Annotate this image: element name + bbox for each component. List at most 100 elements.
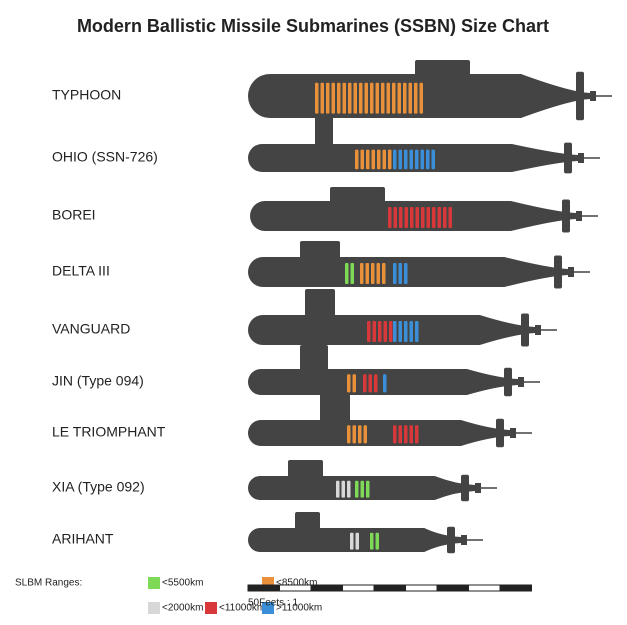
scale-segment: [247, 584, 280, 592]
missile-tube: [403, 82, 407, 114]
scale-segment: [405, 584, 438, 592]
missile-tube: [415, 207, 419, 228]
missile-tube: [409, 149, 413, 170]
sail: [415, 60, 470, 76]
missile-tube: [371, 263, 375, 284]
legend-title: SLBM Ranges:: [15, 578, 82, 589]
missile-tube: [410, 207, 414, 228]
legend-label: >11000km: [276, 603, 322, 614]
missile-tube: [363, 374, 367, 393]
rudder: [447, 526, 455, 554]
missile-tube: [437, 207, 441, 228]
missile-tube: [398, 321, 402, 342]
missile-tube: [388, 207, 392, 228]
missile-tube: [368, 374, 372, 393]
sail: [295, 512, 320, 530]
missile-tube: [404, 207, 408, 228]
submarine-name: VANGUARD: [52, 321, 130, 337]
rudder: [564, 142, 572, 174]
scale-segment: [436, 584, 469, 592]
submarine-name: LE TRIOMPHANT: [52, 424, 166, 440]
missile-tube: [393, 425, 397, 444]
missile-tube: [419, 82, 423, 114]
hull: [248, 420, 510, 446]
rudder: [562, 199, 570, 233]
sail: [330, 187, 385, 203]
submarine-name: DELTA III: [52, 263, 110, 279]
scale-label: 50Feets : 1: [248, 598, 298, 609]
missile-tube: [448, 207, 452, 228]
missile-tube: [421, 207, 425, 228]
missile-tube: [381, 82, 385, 114]
missile-tube: [409, 321, 413, 342]
submarine-name: OHIO (SSN-726): [52, 149, 158, 165]
missile-tube: [432, 207, 436, 228]
submarine-name: BOREI: [52, 207, 96, 223]
missile-tube: [414, 82, 418, 114]
scale-segment: [373, 584, 406, 592]
missile-tube: [326, 82, 330, 114]
submarine-name: JIN (Type 094): [52, 373, 144, 389]
legend-label: <5500km: [162, 578, 203, 589]
missile-tube: [374, 374, 378, 393]
missile-tube: [382, 263, 386, 284]
missile-tube: [383, 321, 387, 342]
legend-swatch: [148, 577, 160, 589]
missile-tube: [365, 263, 369, 284]
missile-tube: [426, 207, 430, 228]
missile-tube: [364, 82, 368, 114]
rudder: [496, 418, 504, 448]
missile-tube: [393, 149, 397, 170]
hull: [248, 257, 568, 287]
legend-swatch: [148, 602, 160, 614]
scale-segment: [468, 584, 501, 592]
missile-tube: [366, 149, 370, 170]
scale-segment: [279, 584, 312, 592]
missile-tube: [353, 82, 357, 114]
missile-tube: [363, 425, 367, 444]
missile-tube: [398, 149, 402, 170]
missile-tube: [404, 321, 408, 342]
sail: [300, 241, 340, 259]
missile-tube: [371, 149, 375, 170]
missile-tube: [382, 149, 386, 170]
missile-tube: [350, 263, 354, 284]
legend-label: <11000km: [219, 603, 265, 614]
missile-tube: [386, 82, 390, 114]
missile-tube: [355, 149, 359, 170]
missile-tube: [355, 532, 359, 550]
rudder: [554, 255, 562, 289]
missile-tube: [383, 374, 387, 393]
missile-tube: [370, 82, 374, 114]
missile-tube: [359, 82, 363, 114]
missile-tube: [350, 532, 354, 550]
missile-tube: [355, 480, 359, 498]
missile-tube: [389, 321, 393, 342]
rudder: [461, 474, 469, 502]
sail: [300, 345, 328, 371]
scale-segment: [342, 584, 375, 592]
missile-tube: [399, 207, 403, 228]
title: Modern Ballistic Missile Submarines (SSB…: [77, 16, 549, 36]
missile-tube: [360, 480, 364, 498]
missile-tube: [370, 532, 374, 550]
missile-tube: [358, 425, 362, 444]
missile-tube: [404, 149, 408, 170]
scale-segment: [499, 584, 532, 592]
missile-tube: [431, 149, 435, 170]
sail: [315, 116, 333, 146]
missile-tube: [320, 82, 324, 114]
missile-tube: [347, 480, 351, 498]
missile-tube: [392, 82, 396, 114]
missile-tube: [345, 263, 349, 284]
missile-tube: [378, 321, 382, 342]
missile-tube: [377, 149, 381, 170]
hull: [248, 74, 590, 118]
missile-tube: [415, 321, 419, 342]
missile-tube: [337, 82, 341, 114]
legend-swatch: [205, 602, 217, 614]
missile-tube: [398, 425, 402, 444]
missile-tube: [348, 82, 352, 114]
missile-tube: [331, 82, 335, 114]
